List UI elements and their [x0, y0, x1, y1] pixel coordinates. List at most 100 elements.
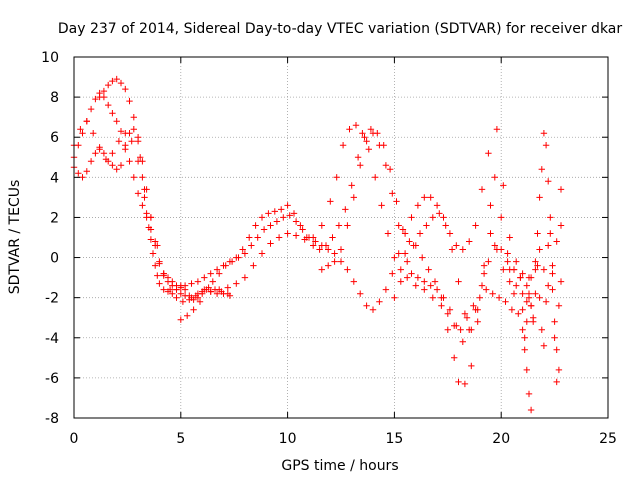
trace-a-point-57 — [372, 174, 379, 181]
trace-a-point-54 — [352, 122, 360, 129]
x-tick-label-5: 25 — [599, 431, 617, 447]
trace-g-point-5 — [423, 222, 430, 229]
trace-d-point-66 — [476, 294, 483, 301]
trace-e-point-26 — [344, 266, 351, 273]
trace-h-point-2 — [523, 366, 530, 374]
y-tick-label-0: -8 — [45, 411, 59, 427]
trace-a-point-9 — [109, 162, 116, 169]
trace-a-point-43 — [267, 240, 274, 247]
trace-a-point-69 — [455, 378, 462, 386]
trace-d-point-43 — [329, 234, 336, 241]
trace-f-point-1 — [325, 262, 332, 269]
trace-e-point-43 — [453, 242, 460, 249]
trace-a-point-50 — [327, 198, 334, 205]
y-axis-label: SDTVAR / TECUs — [7, 180, 23, 295]
trace-c-point-19 — [192, 292, 199, 299]
trace-e-point-16 — [280, 214, 287, 221]
trace-d-point-40 — [310, 242, 317, 249]
trace-e-point-1 — [184, 312, 191, 319]
trace-e-point-3 — [196, 298, 204, 305]
trace-f-point-19 — [440, 294, 447, 301]
trace-a-point-78 — [513, 282, 520, 289]
trace-c-point-7 — [115, 138, 123, 145]
trace-e-point-25 — [337, 258, 345, 265]
trace-d-point-24 — [207, 270, 214, 277]
trace-i-point-6 — [538, 326, 545, 333]
trace-d-point-25 — [213, 266, 221, 273]
trace-d-point-19 — [177, 284, 184, 291]
trace-j-point-14 — [557, 222, 565, 229]
trace-g-point-8 — [442, 222, 449, 229]
trace-d-point-53 — [393, 198, 400, 205]
trace-g-point-11 — [461, 310, 469, 317]
trace-e-point-36 — [408, 214, 415, 221]
trace-d-point-46 — [348, 182, 355, 189]
trace-j-point-7 — [527, 274, 535, 281]
trace-a-point-61 — [397, 266, 404, 273]
trace-c-point-24 — [224, 290, 231, 297]
trace-c-point-16 — [173, 294, 180, 301]
trace-h-point-12 — [545, 178, 552, 185]
trace-d-point-34 — [271, 208, 278, 215]
trace-d-point-54 — [399, 226, 407, 233]
trace-e-point-54 — [523, 282, 530, 289]
trace-j-point-10 — [540, 266, 548, 273]
trace-g-point-3 — [410, 242, 417, 249]
trace-d-point-70 — [502, 298, 509, 305]
y-tick-label-7: 6 — [50, 130, 59, 146]
trace-e-point-9 — [235, 254, 242, 261]
trace-j-point-9 — [536, 246, 543, 253]
trace-a-point-7 — [100, 150, 108, 157]
trace-g-point-16 — [493, 126, 501, 133]
trace-c-point-22 — [211, 286, 219, 293]
trace-a-point-68 — [451, 354, 458, 361]
trace-a-point-21 — [147, 236, 155, 243]
y-tick-label-5: 2 — [50, 210, 59, 226]
x-axis-label: GPS time / hours — [281, 458, 398, 474]
x-tick-label-4: 20 — [492, 431, 510, 447]
trace-a-point-41 — [250, 262, 257, 269]
trace-h-point-7 — [534, 230, 541, 237]
trace-i-point-8 — [542, 298, 550, 305]
trace-d-point-5 — [117, 79, 125, 87]
trace-d-point-6 — [122, 85, 129, 93]
trace-a-point-46 — [292, 232, 300, 239]
trace-b-point-10 — [113, 118, 120, 125]
trace-f-point-8 — [369, 130, 377, 137]
chart-title: Day 237 of 2014, Sidereal Day-to-day VTE… — [58, 21, 623, 37]
trace-e-point-0 — [177, 316, 184, 323]
trace-d-point-35 — [278, 206, 285, 213]
data-points — [70, 75, 565, 414]
trace-d-point-7 — [126, 97, 133, 105]
trace-b-point-8 — [105, 101, 112, 109]
axis-ticks — [73, 56, 609, 419]
trace-a-point-28 — [169, 290, 176, 297]
x-tick-label-2: 10 — [279, 431, 297, 447]
trace-f-point-26 — [485, 258, 492, 265]
trace-g-point-4 — [416, 230, 424, 237]
trace-d-point-65 — [470, 302, 477, 309]
trace-a-point-80 — [523, 298, 530, 305]
trace-e-point-27 — [350, 278, 357, 285]
trace-a-point-2 — [79, 174, 86, 181]
trace-a-point-22 — [149, 250, 157, 257]
trace-e-point-32 — [382, 286, 390, 293]
trace-b-point-15 — [134, 190, 142, 197]
trace-d-point-18 — [173, 282, 180, 289]
trace-i-point-9 — [545, 242, 552, 249]
trace-h-point-17 — [555, 302, 563, 309]
trace-a-point-42 — [258, 250, 266, 257]
trace-i-point-14 — [555, 366, 563, 374]
x-tick-label-3: 15 — [385, 431, 403, 447]
trace-b-point-31 — [213, 290, 221, 297]
trace-a-point-1 — [75, 170, 82, 177]
trace-a-point-52 — [339, 142, 347, 149]
y-tick-label-2: -4 — [45, 331, 59, 347]
y-tick-label-1: -6 — [45, 371, 59, 387]
trace-a-point-10 — [113, 166, 120, 173]
trace-i-point-2 — [530, 318, 537, 325]
trace-i-point-7 — [540, 342, 548, 349]
trace-d-point-41 — [316, 246, 323, 253]
trace-f-point-28 — [498, 246, 505, 253]
